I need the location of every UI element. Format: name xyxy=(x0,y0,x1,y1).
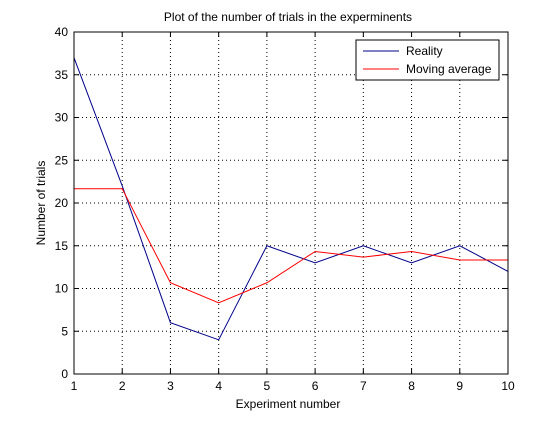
grid xyxy=(74,32,508,374)
y-tick-label: 30 xyxy=(55,111,69,125)
y-tick-label: 0 xyxy=(61,367,68,381)
x-axis-label: Experiment number xyxy=(236,397,341,411)
x-tick-label: 1 xyxy=(71,379,78,393)
chart-title: Plot of the number of trials in the expe… xyxy=(164,10,412,24)
y-tick-label: 20 xyxy=(55,196,69,210)
series-line-reality xyxy=(73,57,509,341)
x-tick-label: 4 xyxy=(215,379,222,393)
x-tick-label: 8 xyxy=(408,379,415,393)
legend-label-reality: Reality xyxy=(406,44,443,58)
series-line-moving-average xyxy=(74,188,508,304)
x-tick-label: 6 xyxy=(312,379,319,393)
y-tick-label: 40 xyxy=(55,25,69,39)
legend-label-moving-average: Moving average xyxy=(406,62,492,76)
x-tick-label: 3 xyxy=(167,379,174,393)
y-axis-label: Number of trials xyxy=(34,161,48,246)
series-lines xyxy=(73,57,509,341)
x-tick-label: 2 xyxy=(119,379,126,393)
y-tick-label: 15 xyxy=(55,239,69,253)
x-tick-label: 9 xyxy=(456,379,463,393)
x-tick-label: 5 xyxy=(264,379,271,393)
ticks: 1 2 3 4 5 6 7 8 9 10 0 5 10 15 20 25 30 35 40 xyxy=(55,25,515,393)
y-tick-label: 25 xyxy=(55,153,69,167)
legend: Reality Moving average xyxy=(355,39,500,81)
legend-box xyxy=(355,39,500,81)
y-tick-label: 35 xyxy=(55,68,69,82)
x-tick-label: 10 xyxy=(501,379,515,393)
x-tick-label: 7 xyxy=(360,379,367,393)
y-tick-label: 5 xyxy=(61,324,68,338)
y-tick-label: 10 xyxy=(55,282,69,296)
